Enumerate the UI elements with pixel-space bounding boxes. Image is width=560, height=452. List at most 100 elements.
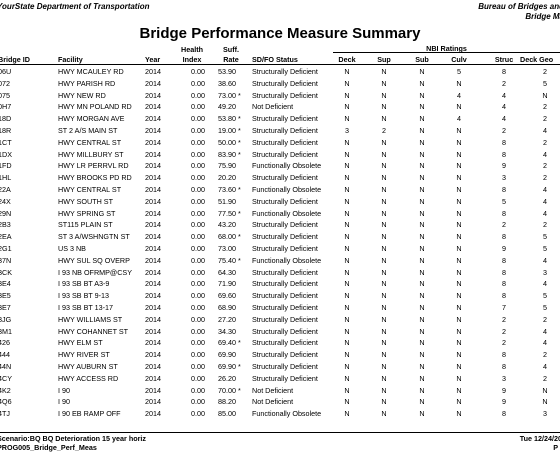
cell-deck-geo: 4 [543, 149, 547, 159]
table-row: 4TJ I 90 EB RAMP OFF 2014 0.00 85.00 Function… [0, 409, 560, 421]
cell-health-index: 0.00 [191, 373, 205, 383]
cell-bridge-id: 29N [0, 208, 12, 218]
bureau-name-line2: Bridge Ma [525, 12, 560, 21]
cell-deck: 3 [345, 126, 349, 135]
cell-culv: N [456, 303, 462, 312]
cell-sdfo-status: Not Deficient [252, 397, 294, 407]
table-row: 3E5 I 93 SB BT 9-13 2014 0.00 69.60 Structura… [0, 291, 560, 303]
cell-facility: I 93 NB OFRMP@CSY [58, 267, 132, 277]
cell-suff-rate: 51.90 [218, 196, 236, 206]
cell-deck-geo: 5 [543, 291, 547, 301]
cell-sdfo-status: Structurally Deficient [252, 244, 318, 253]
cell-bridge-id: 072 [0, 78, 10, 88]
cell-sdfo-status: Structurally Deficient [252, 303, 318, 312]
cell-facility: I 90 [58, 397, 70, 407]
cell-health-index: 0.00 [191, 149, 205, 159]
cell-bridge-id: 3E5 [0, 291, 11, 301]
cell-sub: N [419, 303, 425, 312]
cell-struc: 8 [502, 255, 506, 265]
cell-health-index: 0.00 [191, 303, 205, 312]
cell-year: 2014 [145, 279, 161, 289]
cell-sub: N [419, 338, 425, 348]
table-row: 44N HWY AUBURN ST 2014 0.00 69.90* Structural… [0, 362, 560, 374]
cell-deck-geo: 4 [543, 255, 547, 265]
cell-culv: N [456, 244, 462, 253]
cell-suff-rate: 64.30 [218, 267, 236, 277]
col-suff-rate-l2: Rate [223, 55, 239, 64]
cell-culv: 4 [457, 90, 461, 100]
cell-deck-geo: 2 [543, 161, 547, 171]
cell-deck: N [344, 338, 350, 348]
cell-year: 2014 [145, 244, 161, 253]
cell-year: 2014 [145, 196, 161, 206]
cell-facility: I 90 [58, 385, 70, 395]
cell-year: 2014 [145, 173, 161, 183]
cell-sub: N [419, 149, 425, 159]
cell-facility: ST115 PLAIN ST [58, 220, 113, 230]
cell-sup: N [381, 267, 387, 277]
cell-deck: N [344, 196, 350, 206]
cell-sub: N [419, 362, 425, 371]
cell-sub: N [419, 173, 425, 183]
cell-deck: N [344, 232, 350, 242]
cell-sub: N [419, 208, 425, 218]
cell-sdfo-status: Structurally Deficient [252, 314, 318, 324]
cell-culv: N [456, 314, 462, 324]
cell-culv: N [456, 78, 462, 88]
cell-year: 2014 [145, 208, 161, 218]
cell-deck-geo: 4 [543, 338, 547, 348]
cell-sup: N [381, 161, 387, 171]
cell-sdfo-status: Functionally Obsolete [252, 161, 322, 171]
cell-facility: HWY SUL SQ OVERP [58, 255, 130, 265]
cell-bridge-id: 444 [0, 350, 10, 360]
cell-bridge-id: 18D [0, 114, 12, 124]
cell-sdfo-status: Structurally Deficient [252, 126, 318, 135]
cell-sdfo-status: Structurally Deficient [252, 350, 318, 360]
cell-sup: N [381, 208, 387, 218]
cell-culv: N [456, 326, 462, 336]
cell-sdfo-status: Structurally Deficient [252, 137, 318, 147]
col-suff-rate-l1: Suff. [223, 45, 239, 54]
cell-sup: N [381, 397, 387, 407]
cell-suff-rate: 68.90 [218, 303, 236, 312]
cell-suff-rate: 77.50 [218, 208, 236, 218]
cell-sub: N [419, 161, 425, 171]
table-row: 3CK I 93 NB OFRMP@CSY 2014 0.00 64.30 Structu… [0, 268, 560, 280]
cell-struc: 5 [502, 196, 506, 206]
footer-page: P [553, 443, 558, 452]
table-row: 29N HWY SPRING ST 2014 0.00 77.50* Functional… [0, 209, 560, 221]
cell-sub: N [419, 385, 425, 395]
table-row: 444 HWY RIVER ST 2014 0.00 69.90 Structurally… [0, 350, 560, 362]
cell-sub: N [419, 114, 425, 124]
cell-health-index: 0.00 [191, 232, 205, 242]
cell-sup: N [381, 137, 387, 147]
col-health-index-l2: Index [182, 55, 202, 64]
cell-sdfo-status: Structurally Deficient [252, 220, 318, 230]
footer-program: PROG005_Bridge_Perf_Meas [0, 443, 97, 452]
cell-year: 2014 [145, 409, 161, 419]
cell-health-index: 0.00 [191, 114, 205, 124]
cell-suff-rate: 38.60 [218, 78, 236, 88]
cell-suff-rate: 85.00 [218, 409, 236, 419]
cell-struc: 4 [502, 102, 506, 112]
cell-facility: ST 2 A/S MAIN ST [58, 126, 118, 135]
cell-culv: N [456, 173, 462, 183]
cell-bridge-id: 4CY [0, 373, 12, 383]
table-row: 1CT HWY CENTRAL ST 2014 0.00 50.00* Structura… [0, 138, 560, 150]
cell-year: 2014 [145, 291, 161, 301]
cell-deck-geo: 2 [543, 314, 547, 324]
cell-year: 2014 [145, 220, 161, 230]
cell-struc: 3 [502, 173, 506, 183]
cell-deck-geo: 4 [543, 196, 547, 206]
cell-struc: 2 [502, 78, 506, 88]
cell-deck: N [344, 208, 350, 218]
cell-suff-rate: 73.60 [218, 185, 236, 194]
cell-culv: N [456, 185, 462, 194]
cell-sup: N [381, 149, 387, 159]
table-row: 4K2 I 90 2014 0.00 70.00* Not Deficient N N N N 9 N [0, 386, 560, 398]
cell-struc: 2 [502, 220, 506, 230]
cell-health-index: 0.00 [191, 409, 205, 419]
cell-sup: N [381, 185, 387, 194]
cell-sup: N [381, 196, 387, 206]
cell-deck-geo: 5 [543, 244, 547, 253]
